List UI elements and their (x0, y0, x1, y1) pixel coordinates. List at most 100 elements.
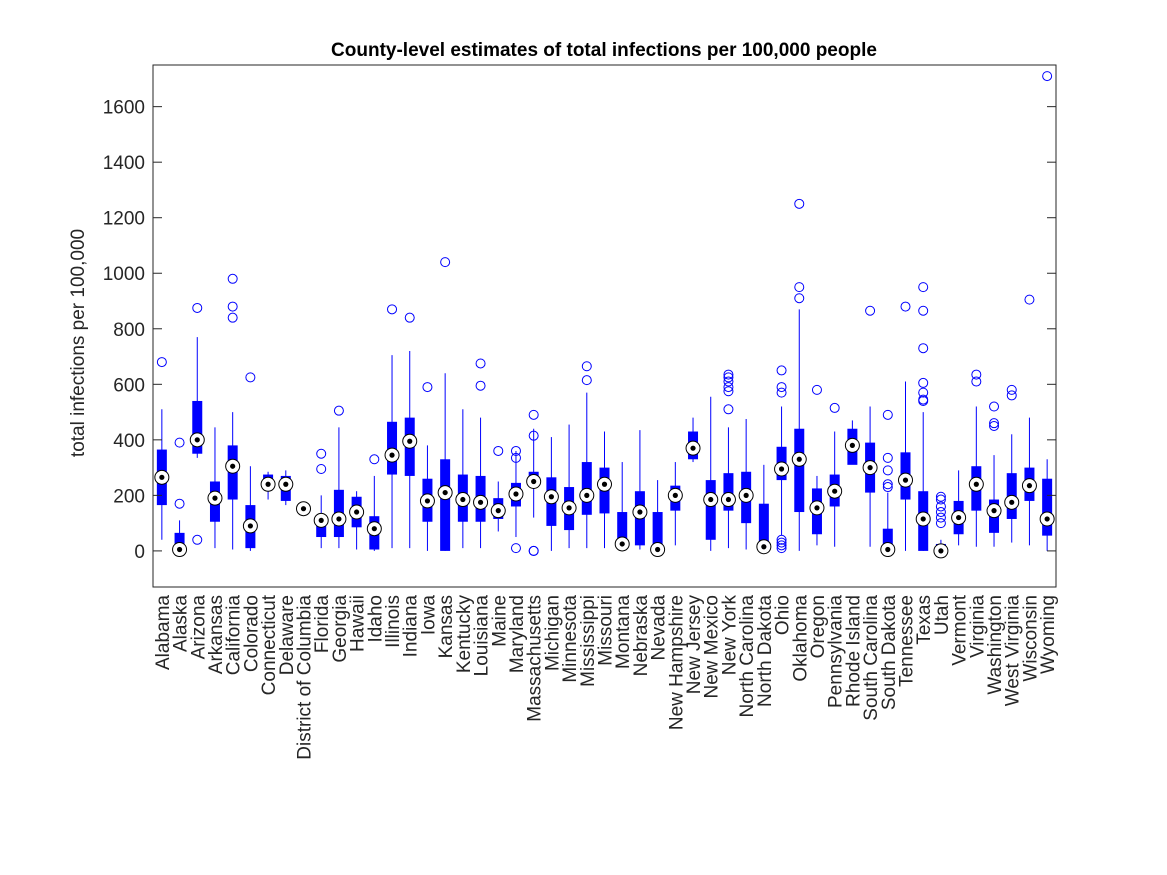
x-tick-label: Kentucky (454, 595, 475, 674)
median-dot (159, 474, 165, 480)
box-group (154, 357, 170, 540)
outlier-marker (723, 369, 734, 380)
box-group (968, 369, 984, 547)
median-dot (566, 505, 572, 511)
x-tick-label: Utah (932, 595, 953, 635)
median-dot (460, 496, 466, 503)
outlier-marker (882, 482, 893, 493)
box-group (366, 454, 382, 551)
outlier-marker (723, 382, 734, 393)
outlier-marker (1006, 390, 1017, 401)
x-tick-label: Michigan (542, 595, 563, 671)
box-group (703, 396, 719, 551)
x-tick-label: Texas (914, 595, 935, 645)
box-group (933, 491, 949, 559)
outlier-marker (192, 302, 203, 313)
y-tick-label: 0 (134, 542, 145, 563)
x-tick-label: West Virginia (1003, 595, 1024, 707)
y-tick-label: 400 (113, 431, 145, 452)
box-group (349, 491, 365, 550)
box-iqr (794, 428, 805, 513)
y-tick-label: 800 (113, 320, 145, 341)
box-iqr (882, 528, 893, 551)
box-iqr (440, 459, 451, 551)
outlier-marker (174, 498, 185, 509)
median-dot (212, 495, 218, 501)
x-tick-label: Massachusetts (525, 595, 546, 722)
x-tick-label: Arkansas (206, 595, 227, 674)
outlier-marker (794, 282, 805, 293)
outlier-marker (935, 501, 946, 512)
outlier-marker (1024, 294, 1035, 305)
outlier-marker (422, 382, 433, 393)
y-tick-label: 600 (113, 375, 145, 396)
outlier-marker (989, 418, 1000, 429)
outlier-marker (776, 537, 787, 548)
median-dot (283, 481, 289, 487)
outlier-marker (723, 404, 734, 415)
box-group (844, 420, 860, 465)
x-tick-label: Oklahoma (790, 595, 811, 682)
outlier-marker (989, 401, 1000, 412)
box-iqr (1042, 478, 1053, 536)
outlier-marker (882, 409, 893, 420)
box-group (1039, 71, 1055, 551)
median-dot (548, 494, 554, 500)
x-tick-label: New Hampshire (666, 595, 687, 730)
outlier-marker (882, 479, 893, 490)
median-dot (885, 546, 891, 553)
median-dot (354, 509, 360, 515)
x-tick-label: Oregon (808, 595, 829, 658)
outlier-marker (935, 494, 946, 505)
median-dot (938, 548, 944, 554)
median-dot (477, 499, 484, 505)
box-group (296, 501, 311, 517)
box-group (402, 312, 418, 549)
x-tick-label: District of Columbia (295, 595, 316, 760)
x-tick-label: Hawaii (348, 595, 369, 652)
outlier-marker (192, 534, 203, 545)
median-dot (796, 456, 802, 462)
box-group (419, 382, 435, 551)
outlier-marker (493, 445, 504, 456)
median-dot (371, 526, 377, 532)
plot-area (154, 71, 1055, 559)
box-group (862, 305, 878, 547)
outlier-marker (1042, 71, 1053, 82)
box-group (986, 401, 1002, 547)
x-tick-label: New Mexico (702, 595, 723, 698)
box-iqr (758, 503, 769, 549)
outlier-marker (918, 305, 929, 316)
outlier-marker (989, 420, 1000, 431)
median-dot (655, 546, 661, 553)
x-tick-label: Maine (489, 595, 510, 647)
x-tick-label: Virginia (967, 595, 988, 658)
box-group (455, 409, 471, 549)
outlier-marker (918, 394, 929, 405)
x-tick-label: South Carolina (861, 595, 882, 721)
box-iqr (174, 532, 185, 551)
x-tick-label: Kansas (436, 595, 457, 658)
outlier-marker (971, 369, 982, 380)
box-group (898, 301, 913, 551)
x-tick-label: Minnesota (560, 595, 581, 683)
outlier-marker (387, 304, 398, 315)
outlier-marker (794, 293, 805, 304)
median-dot (318, 517, 324, 523)
box-group (827, 402, 843, 547)
outlier-marker (811, 384, 822, 395)
outlier-marker (776, 540, 787, 551)
y-tick-label: 200 (113, 486, 145, 507)
outlier-marker (510, 543, 521, 554)
box-group (490, 445, 506, 532)
x-tick-label: Rhode Island (843, 595, 864, 707)
outlier-marker (581, 361, 592, 372)
outlier-marker (174, 437, 185, 448)
box-group (260, 471, 276, 500)
median-dot (672, 492, 678, 498)
outlier-marker (510, 452, 521, 463)
box-group (597, 431, 612, 549)
x-tick-label: Alaska (171, 595, 192, 652)
median-dot (230, 463, 236, 469)
